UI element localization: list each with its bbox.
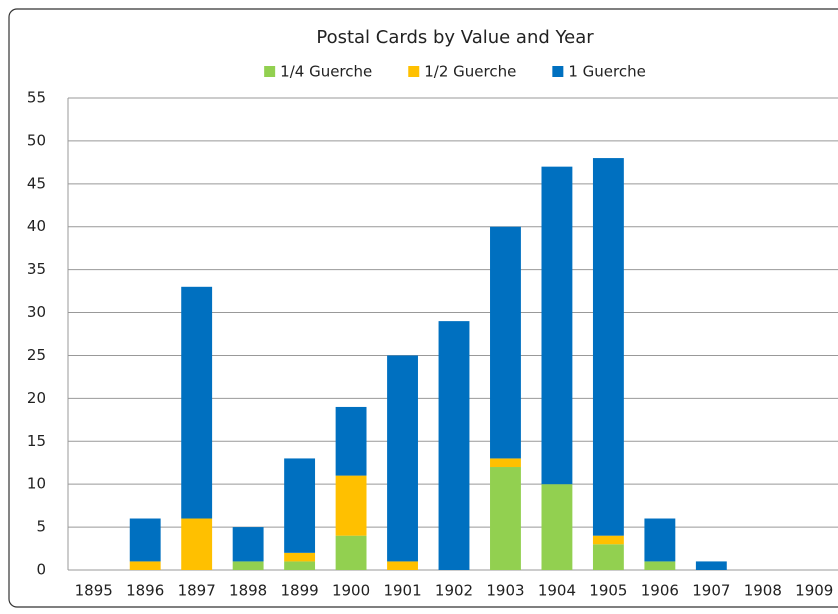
y-tick-label: 15 xyxy=(27,432,46,450)
x-tick-label: 1905 xyxy=(589,582,627,600)
legend-label: 1/4 Guerche xyxy=(280,63,372,81)
x-tick-label: 1903 xyxy=(486,582,524,600)
x-tick-label: 1895 xyxy=(75,582,113,600)
x-tick-label: 1907 xyxy=(692,582,730,600)
bar-segment xyxy=(387,355,418,562)
legend-swatch xyxy=(552,66,564,77)
y-tick-label: 40 xyxy=(27,217,46,235)
bar-segment xyxy=(181,518,213,570)
legend-swatch xyxy=(264,66,276,77)
bar-segment xyxy=(387,561,418,570)
bar-segment xyxy=(644,518,676,562)
y-tick-label: 35 xyxy=(27,260,46,278)
legend-label: 1 Guerche xyxy=(568,63,646,81)
bar-segment xyxy=(335,406,367,476)
legend-label: 1/2 Guerche xyxy=(424,63,516,81)
chart-frame xyxy=(8,8,838,608)
bar-segment xyxy=(490,458,521,468)
y-tick-label: 30 xyxy=(27,303,46,321)
bar-segment xyxy=(129,518,161,562)
bar-segment xyxy=(335,475,367,536)
x-tick-label: 1896 xyxy=(126,582,164,600)
bar-segment xyxy=(592,544,624,570)
chart-title: Postal Cards by Value and Year xyxy=(316,27,594,48)
bar-segment xyxy=(335,535,367,570)
x-tick-label: 1901 xyxy=(383,582,421,600)
bar-segment xyxy=(284,561,316,570)
x-tick-label: 1898 xyxy=(229,582,267,600)
bar-segment xyxy=(232,527,264,562)
bar-segment xyxy=(644,561,676,570)
bar-segment xyxy=(490,226,521,459)
bar-segment xyxy=(592,158,624,536)
x-tick-label: 1900 xyxy=(332,582,370,600)
y-tick-label: 55 xyxy=(27,89,46,107)
bar-segment xyxy=(232,561,264,570)
bar-segment xyxy=(695,561,727,570)
x-tick-label: 1902 xyxy=(435,582,473,600)
y-tick-label: 5 xyxy=(36,518,46,536)
x-tick-label: 1897 xyxy=(178,582,216,600)
x-tick-label: 1899 xyxy=(281,582,319,600)
y-tick-label: 20 xyxy=(27,389,46,407)
bar-segment xyxy=(541,166,573,485)
bar-segment xyxy=(129,561,161,570)
bar-segment xyxy=(284,458,316,553)
x-tick-label: 1909 xyxy=(795,582,833,600)
x-tick-label: 1904 xyxy=(538,582,576,600)
y-tick-label: 25 xyxy=(27,346,46,364)
y-tick-label: 10 xyxy=(27,475,46,493)
x-tick-label: 1908 xyxy=(744,582,782,600)
bar-segment xyxy=(490,467,521,570)
y-tick-label: 50 xyxy=(27,131,46,149)
bar-segment xyxy=(284,552,316,562)
bar-segment xyxy=(592,535,624,545)
bar-segment xyxy=(438,321,470,570)
y-tick-label: 45 xyxy=(27,174,46,192)
legend-swatch xyxy=(408,66,420,77)
bar-segment xyxy=(181,286,213,519)
bar-segment xyxy=(541,484,573,570)
x-tick-label: 1906 xyxy=(641,582,679,600)
y-tick-label: 0 xyxy=(36,561,46,579)
